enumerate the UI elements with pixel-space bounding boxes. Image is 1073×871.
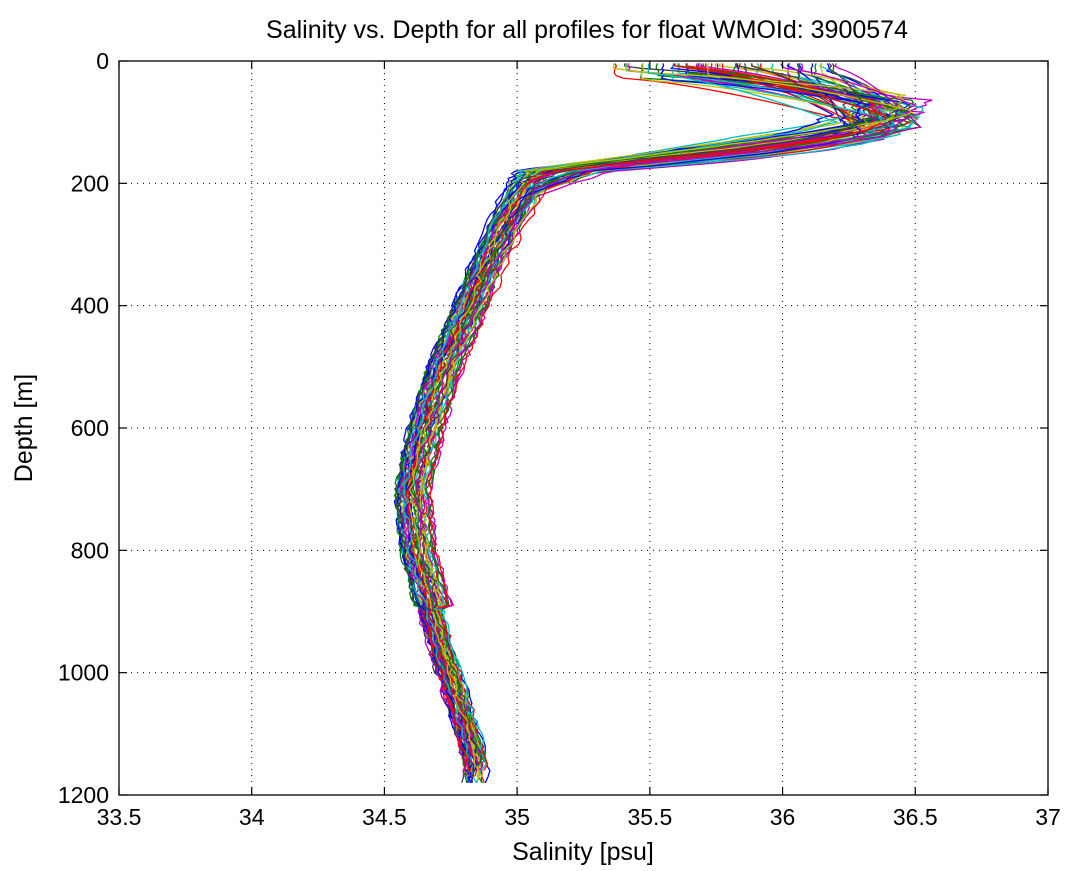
- y-tick-label: 600: [71, 415, 109, 441]
- x-axis-label: Salinity [psu]: [512, 838, 654, 866]
- x-tick-label: 36: [770, 804, 796, 830]
- x-tick-label: 34: [239, 804, 265, 830]
- axis-ticks: [118, 60, 1049, 796]
- y-tick-label: 1200: [58, 782, 109, 808]
- y-axis-label: Depth [m]: [10, 374, 38, 482]
- salinity-profile-line: [412, 63, 911, 777]
- x-tick-label: 37: [1035, 804, 1061, 830]
- salinity-profile-line: [413, 63, 872, 784]
- salinity-profile-line: [424, 63, 889, 783]
- salinity-profile-line: [396, 63, 915, 783]
- salinity-profile-line: [415, 63, 862, 783]
- salinity-profile-line: [393, 63, 868, 784]
- salinity-profile-line: [423, 63, 885, 784]
- salinity-profile-line: [404, 63, 923, 777]
- salinity-profile-line: [408, 62, 913, 777]
- salinity-profile-line: [416, 63, 854, 784]
- x-tick-label: 34.5: [362, 804, 407, 830]
- y-tick-label: 200: [71, 170, 109, 196]
- salinity-profile-line: [402, 63, 839, 759]
- salinity-profile-line: [403, 63, 907, 777]
- x-tick-labels: 33.5 34 34.5 35 35.5 36 36.5 37: [97, 804, 1061, 830]
- y-tick-label: 0: [96, 48, 109, 74]
- x-tick-label: 35.5: [627, 804, 672, 830]
- salinity-profile-line: [396, 63, 871, 784]
- salinity-profile-line: [426, 63, 933, 765]
- salinity-profile-line: [393, 62, 874, 765]
- salinity-profile-line: [395, 63, 896, 771]
- salinity-profile-line: [421, 63, 915, 783]
- salinity-profile-line: [421, 63, 859, 777]
- salinity-profile-line: [396, 63, 907, 784]
- salinity-profile-line: [422, 63, 878, 777]
- salinity-profile-line: [413, 63, 900, 784]
- salinity-profile-line: [414, 63, 918, 765]
- y-tick-label: 400: [71, 293, 109, 319]
- salinity-profile-line: [419, 63, 925, 777]
- chart-title: Salinity vs. Depth for all profiles for …: [266, 16, 908, 44]
- profile-lines: [393, 62, 933, 784]
- salinity-profile-line: [400, 63, 922, 777]
- grid-lines: [119, 61, 1048, 795]
- salinity-profile-line: [409, 63, 897, 783]
- x-tick-label: 36.5: [893, 804, 938, 830]
- salinity-profile-line: [419, 63, 851, 777]
- salinity-profile-line: [417, 63, 874, 783]
- y-tick-label: 800: [71, 537, 109, 563]
- salinity-profile-line: [418, 63, 892, 765]
- salinity-profile-line: [418, 63, 860, 759]
- salinity-profile-line: [424, 63, 915, 765]
- salinity-profile-line: [418, 63, 924, 784]
- salinity-profile-line: [401, 63, 910, 771]
- salinity-profile-line: [408, 63, 858, 784]
- y-tick-labels: 0 200 400 600 800 1000 1200: [58, 48, 109, 808]
- salinity-profile-line: [410, 63, 893, 777]
- x-tick-label: 33.5: [97, 804, 142, 830]
- salinity-profile-line: [415, 63, 917, 771]
- x-tick-label: 35: [504, 804, 530, 830]
- y-tick-label: 1000: [58, 660, 109, 686]
- salinity-profile-line: [404, 63, 904, 783]
